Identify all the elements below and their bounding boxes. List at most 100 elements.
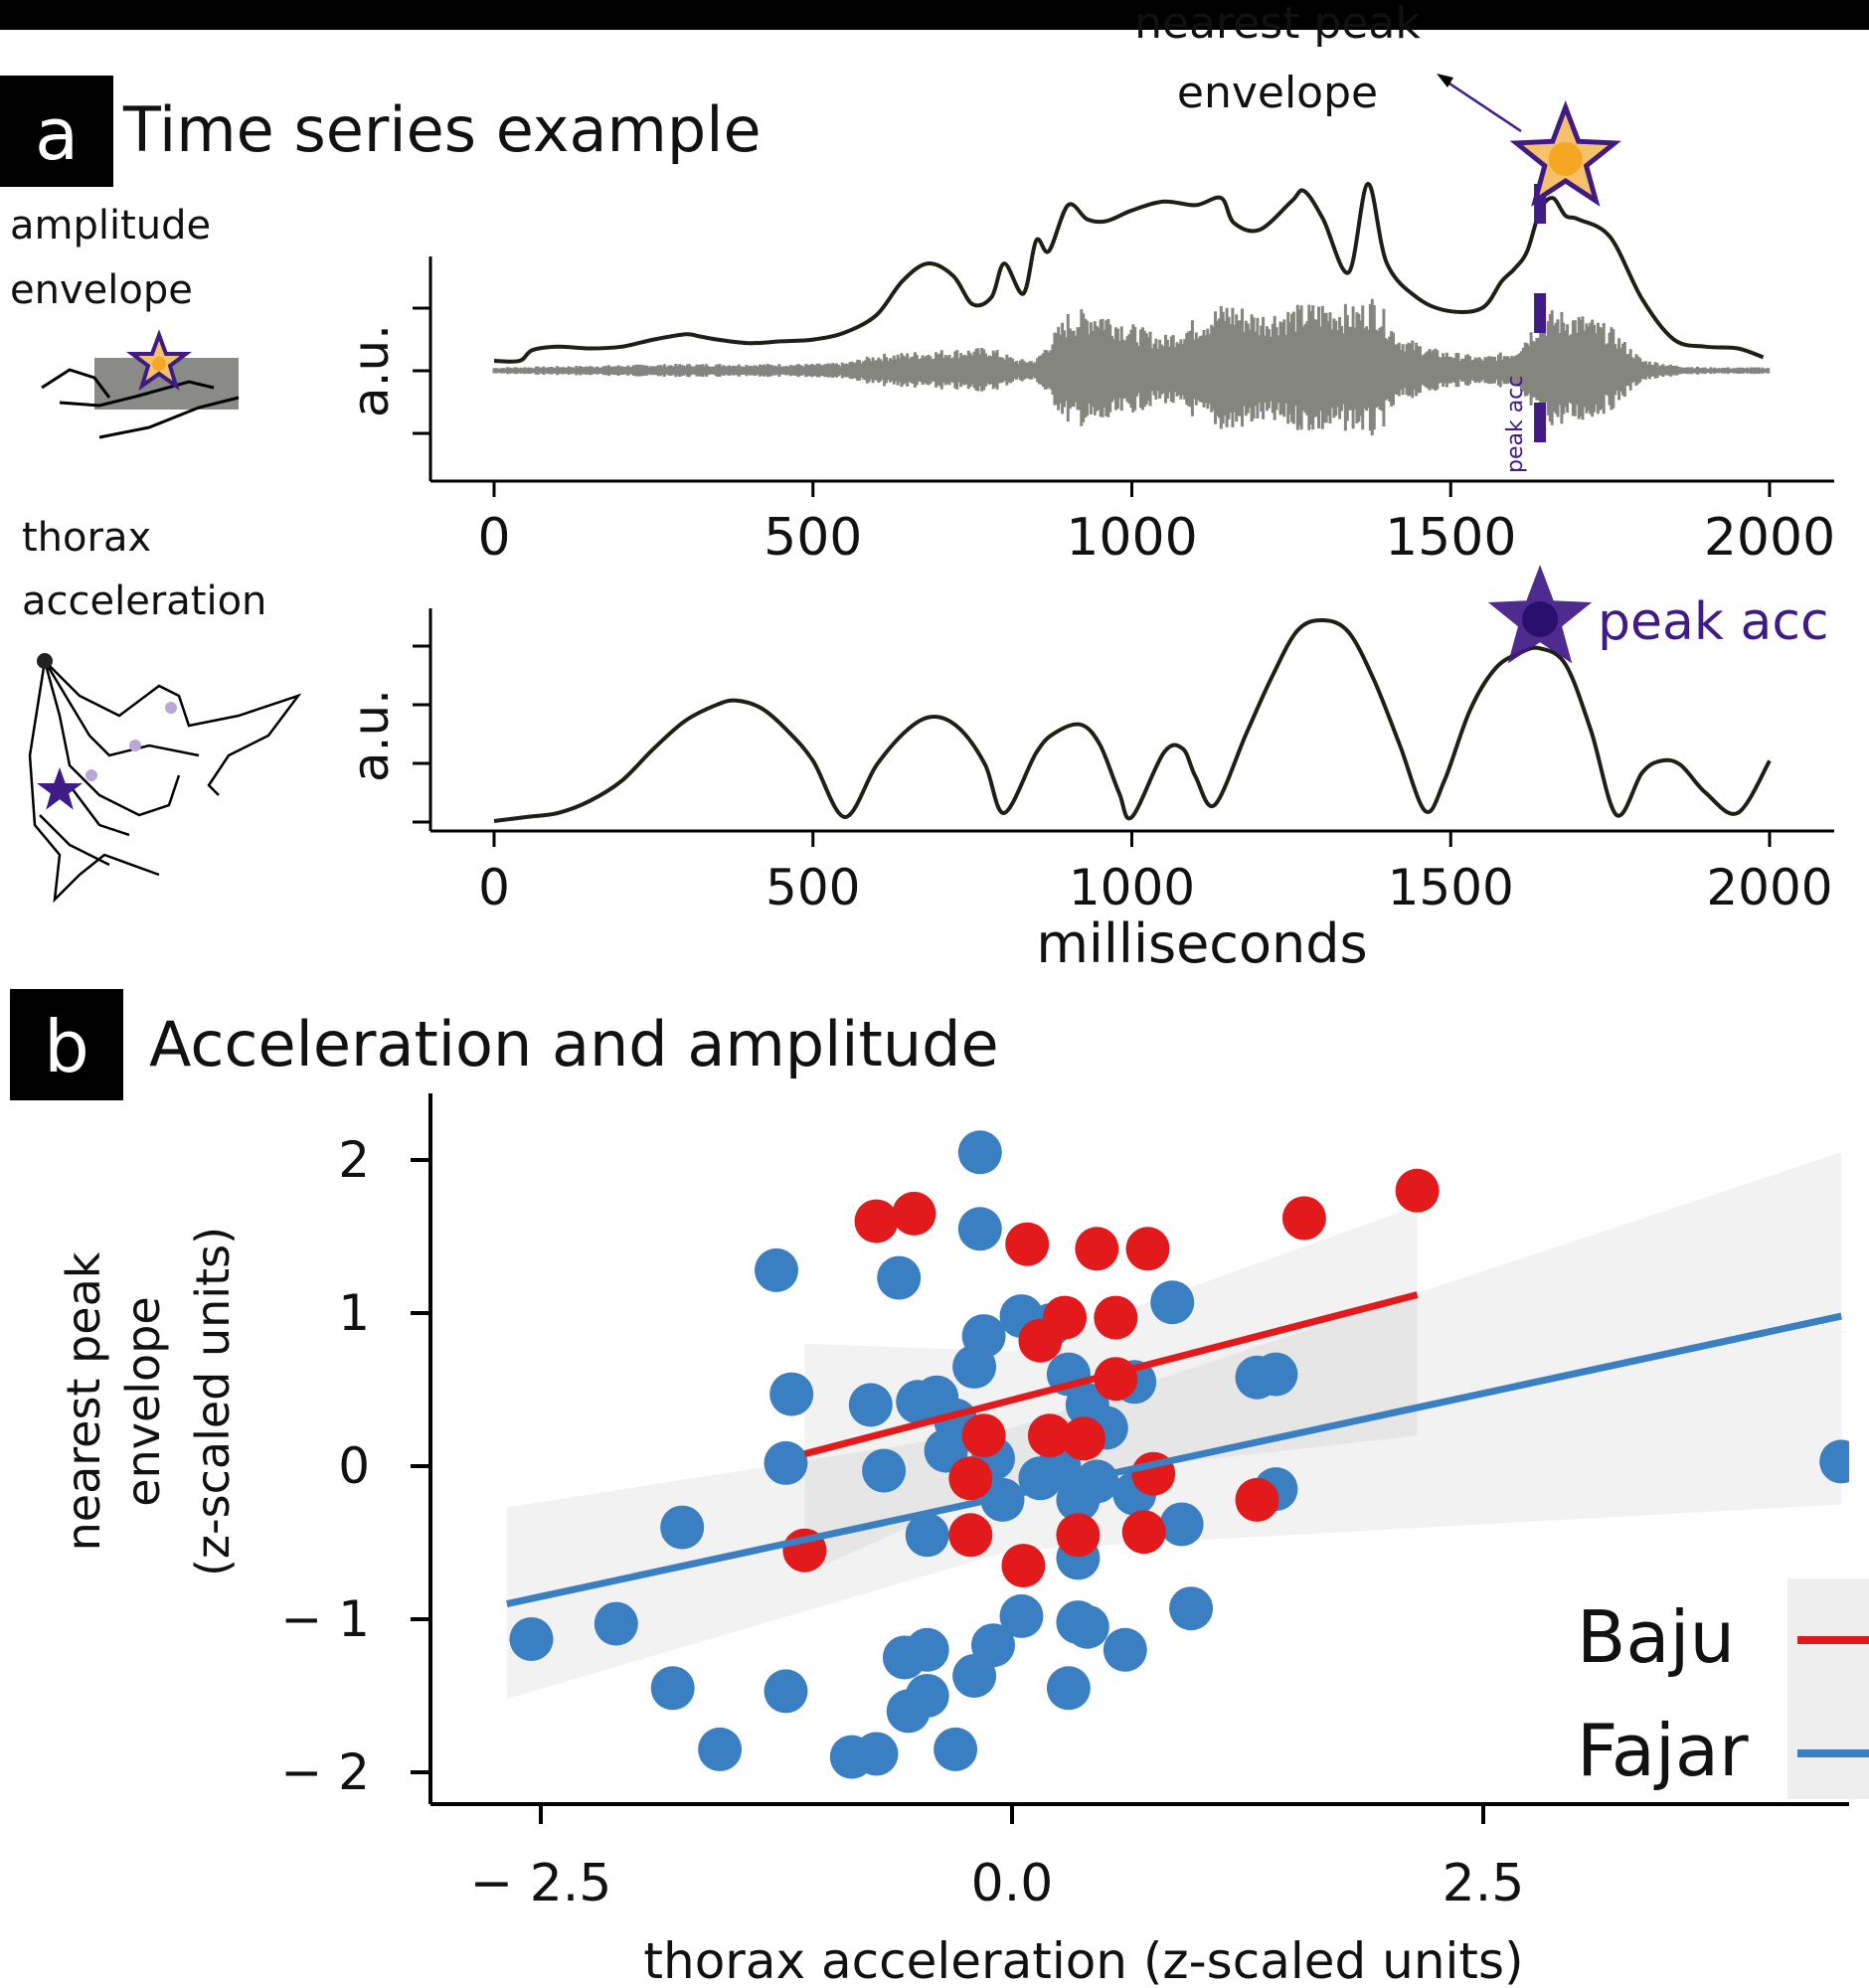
fajar-ci-band <box>506 1152 1842 1700</box>
panel-a-letter: a <box>35 92 79 176</box>
y-tick-label-2: 2 <box>338 1131 370 1189</box>
x-tick-label-1000: 1000 <box>1066 508 1197 568</box>
fajar-fit-line <box>506 1312 1842 1608</box>
x-tick-label-1500: 1500 <box>1388 859 1514 916</box>
fajar-point-52 <box>854 1732 899 1776</box>
fajar-point-13 <box>769 1372 814 1416</box>
thorax-acceleration-chart: 0 500 1000 1500 2000 milliseconds a.u. peak acc <box>342 565 1834 975</box>
scatter-plot-area <box>506 1130 1849 1779</box>
baju-point-19 <box>1001 1544 1046 1588</box>
orangutan-star-icon <box>37 767 83 810</box>
y-axis-label: a.u. <box>342 324 400 417</box>
orangutan-icon <box>28 653 302 904</box>
fajar-point-1 <box>957 1207 1002 1251</box>
fajar-point-54 <box>1169 1586 1214 1631</box>
x-tick-label-0: 0 <box>477 508 510 568</box>
legend-label-fajar: Fajar <box>1577 1709 1749 1792</box>
baju-point-11 <box>1062 1416 1105 1461</box>
y-axis-label: a.u. <box>342 689 400 782</box>
peak-acc-vline-label: peak acc <box>1503 376 1528 473</box>
fajar-point-53 <box>934 1727 978 1771</box>
peak-acc-dot <box>1522 601 1559 637</box>
panel-b-title: Acceleration and amplitude <box>149 1008 999 1080</box>
baju-point-10 <box>1027 1413 1072 1458</box>
fajar-point-14 <box>848 1383 893 1427</box>
legend-box <box>1787 1578 1869 1799</box>
fajar-point-42 <box>999 1593 1044 1638</box>
fajar-point-45 <box>1103 1627 1147 1672</box>
icon-amplitude-label-2: envelope <box>10 267 193 313</box>
fajar-point-37 <box>650 1666 695 1711</box>
baju-point-6 <box>1094 1295 1138 1340</box>
baju-point-7 <box>1018 1318 1063 1363</box>
fajar-point-49 <box>1046 1666 1091 1711</box>
baju-point-0 <box>854 1199 899 1243</box>
fajar-point-4 <box>1150 1280 1195 1325</box>
nearest-peak-dot <box>1548 142 1583 176</box>
annotation-arrow-head <box>1437 74 1453 87</box>
y-axis-label-line-2: (z-scaled units) <box>186 1227 240 1576</box>
y-axis-label-line-1: envelope <box>116 1296 170 1506</box>
y-tick-label-0: 0 <box>338 1437 370 1495</box>
icon-thorax-label-1: thorax <box>22 515 151 561</box>
fajar-point-36 <box>594 1601 638 1646</box>
baju-point-20 <box>1281 1196 1326 1241</box>
baju-point-9 <box>961 1413 1006 1458</box>
top-bar <box>0 0 1869 30</box>
fajar-point-24 <box>862 1448 907 1493</box>
fajar-point-33 <box>660 1505 705 1550</box>
baju-point-3 <box>1075 1227 1119 1271</box>
x-tick-label-0: 0.0 <box>971 1854 1054 1913</box>
x-axis-label: milliseconds <box>1036 912 1367 975</box>
fajar-point-38 <box>764 1669 808 1714</box>
x-tick-label-500: 500 <box>765 859 860 916</box>
x-axis-label: thorax acceleration (z-scaled units) <box>643 1932 1523 1988</box>
y-tick-label--1: − 1 <box>280 1590 370 1648</box>
fajar-point-28 <box>1056 1477 1101 1522</box>
baju-point-17 <box>1056 1513 1101 1558</box>
x-tick-label-1000: 1000 <box>1069 859 1195 916</box>
x-tick-label--2.5: − 2.5 <box>470 1854 612 1913</box>
baju-point-14 <box>1235 1477 1279 1522</box>
annotation-arrow-line <box>1443 78 1522 133</box>
baju-point-12 <box>948 1456 993 1501</box>
fajar-point-40 <box>905 1627 949 1672</box>
peak-acc-label: peak acc <box>1598 592 1829 652</box>
fajar-point-50 <box>698 1727 743 1771</box>
legend-label-baju: Baju <box>1577 1595 1735 1679</box>
baju-point-1 <box>892 1191 936 1236</box>
baju-point-18 <box>1121 1510 1166 1555</box>
panel-a-title: Time series example <box>122 93 762 166</box>
panel-a-letter-box <box>0 76 113 187</box>
nearest-peak-annotation: nearest peak <box>1134 0 1421 49</box>
amplitude-envelope-chart: 0 500 1000 1500 2000 a.u. peak acc nearest peak… <box>342 0 1835 568</box>
y-axis-label-line-0: nearest peak <box>57 1251 110 1551</box>
x-tick-label-2.5: 2.5 <box>1443 1854 1525 1913</box>
fajar-point-44 <box>1065 1604 1109 1649</box>
x-tick-label-500: 500 <box>764 508 862 568</box>
acceleration-series <box>493 617 1772 823</box>
fajar-point-3 <box>877 1255 922 1300</box>
icon-thorax-label-2: acceleration <box>22 579 266 624</box>
fajar-point-0 <box>957 1130 1002 1175</box>
fajar-point-23 <box>764 1440 808 1485</box>
fajar-point-48 <box>952 1654 997 1698</box>
baju-fit-line <box>803 1291 1419 1458</box>
fajar-point-31 <box>905 1513 949 1558</box>
x-tick-label-0: 0 <box>478 859 510 916</box>
x-tick-label-1500: 1500 <box>1385 508 1516 568</box>
x-tick-label-2000: 2000 <box>1704 508 1835 568</box>
scatter-chart: 2 1 0 − 1 − 2 − 2.5 0.0 2.5 thorax acceleration … <box>57 1093 1869 1988</box>
x-tick-label-2000: 2000 <box>1706 859 1832 916</box>
fajar-point-55 <box>1819 1439 1849 1484</box>
panel-b-letter: b <box>44 1005 89 1088</box>
panel-b-letter-box <box>10 989 123 1100</box>
nearest-peak-annotation-2: envelope <box>1177 68 1378 118</box>
amplitude-icon <box>41 329 240 439</box>
baju-point-21 <box>1395 1168 1440 1213</box>
fajar-point-47 <box>886 1689 931 1734</box>
waveform-series <box>492 298 1771 435</box>
fajar-point-35 <box>509 1617 554 1661</box>
fajar-point-8 <box>952 1344 997 1389</box>
